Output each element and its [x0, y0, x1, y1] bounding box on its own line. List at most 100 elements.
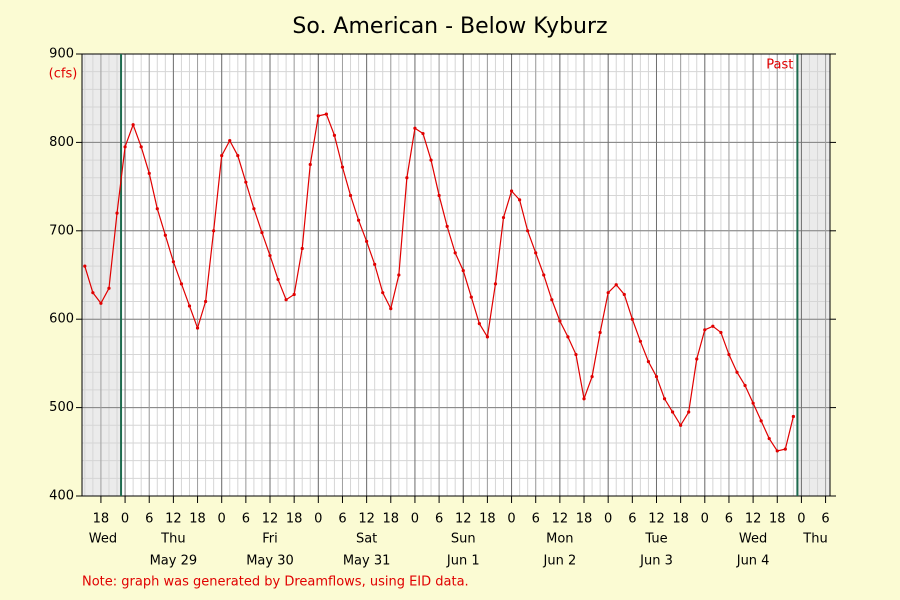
data-point: [171, 260, 175, 264]
data-point: [107, 286, 111, 290]
data-point: [662, 397, 667, 401]
data-point: [429, 158, 433, 162]
data-point: [83, 264, 87, 268]
day-label: Tue: [644, 532, 667, 547]
data-point: [687, 410, 691, 414]
data-point: [670, 410, 675, 414]
data-point: [485, 335, 490, 339]
date-label: Jun 2: [543, 554, 577, 569]
data-point: [131, 123, 135, 127]
y-tick-label: 500: [49, 400, 74, 415]
data-point: [163, 233, 167, 237]
date-label: May 30: [246, 554, 294, 569]
data-point: [340, 165, 345, 169]
data-point: [453, 251, 457, 255]
date-label: Jun 3: [639, 554, 673, 569]
data-point: [365, 239, 369, 244]
x-tick-label: 0: [314, 512, 322, 527]
data-point: [413, 126, 417, 130]
data-point: [735, 370, 739, 374]
data-point: [767, 436, 771, 441]
data-point: [646, 360, 651, 364]
x-tick-label: 0: [218, 512, 226, 527]
data-point: [727, 352, 731, 357]
y-tick-label: 800: [49, 135, 74, 150]
data-point: [775, 449, 779, 453]
x-tick-label: 6: [242, 512, 250, 527]
data-point: [212, 229, 216, 233]
data-point: [179, 282, 184, 286]
data-point: [622, 292, 626, 297]
day-label: Wed: [89, 532, 117, 547]
day-label: Mon: [546, 532, 573, 547]
x-tick-label: 18: [189, 512, 206, 527]
data-point: [99, 301, 103, 305]
shade-right: [797, 54, 830, 496]
x-tick-label: 0: [797, 512, 805, 527]
day-label: Sat: [356, 532, 377, 547]
x-tick-label: 18: [769, 512, 786, 527]
date-label: Jun 4: [736, 554, 770, 569]
day-label: Thu: [802, 532, 827, 547]
data-point: [300, 246, 304, 251]
data-point: [284, 298, 288, 302]
data-point: [139, 145, 143, 149]
data-point: [356, 218, 361, 222]
x-tick-label: 0: [507, 512, 515, 527]
data-point: [574, 352, 578, 357]
x-tick-label: 0: [121, 512, 129, 527]
data-point: [268, 253, 272, 258]
x-tick-label: 18: [286, 512, 303, 527]
data-point: [332, 133, 337, 137]
data-point: [421, 131, 425, 136]
data-point: [220, 154, 224, 158]
x-tick-label: 12: [165, 512, 182, 527]
day-label: Fri: [262, 532, 278, 547]
x-tick-label: 12: [648, 512, 665, 527]
x-tick-label: 6: [821, 512, 829, 527]
y-tick-label: 400: [49, 489, 74, 504]
marker-label: Past: [766, 58, 793, 73]
data-point: [509, 189, 514, 193]
data-point: [711, 324, 715, 328]
x-tick-label: 12: [262, 512, 279, 527]
data-point: [582, 397, 586, 401]
data-point: [348, 193, 353, 198]
data-point: [469, 295, 473, 299]
data-point: [783, 447, 787, 451]
data-point: [195, 326, 200, 330]
chart-title: So. American - Below Kyburz: [292, 14, 607, 39]
data-point: [703, 328, 707, 332]
data-point: [445, 224, 449, 228]
x-tick-label: 18: [383, 512, 400, 527]
day-label: Sun: [451, 532, 476, 547]
x-tick-label: 12: [358, 512, 375, 527]
y-tick-label: 900: [49, 47, 74, 62]
date-label: May 31: [343, 554, 391, 569]
day-label: Thu: [160, 532, 185, 547]
data-point: [252, 207, 256, 211]
data-point: [558, 319, 562, 323]
note: Note: graph was generated by Dreamflows,…: [82, 575, 469, 590]
data-point: [630, 317, 634, 321]
data-point: [147, 171, 151, 175]
x-tick-label: 6: [435, 512, 443, 527]
y-tick-label: 700: [49, 223, 74, 238]
data-point: [187, 304, 192, 308]
data-point: [534, 251, 538, 255]
x-tick-label: 0: [604, 512, 612, 527]
date-label: Jun 1: [446, 554, 480, 569]
x-tick-label: 18: [479, 512, 496, 527]
data-point: [518, 198, 522, 202]
x-tick-label: 0: [701, 512, 709, 527]
y-tick-label: 600: [49, 312, 74, 327]
data-point: [324, 112, 328, 116]
data-point: [115, 211, 119, 215]
data-point: [719, 330, 723, 335]
data-point: [276, 277, 280, 282]
x-tick-label: 18: [672, 512, 689, 527]
data-point: [437, 193, 441, 198]
day-label: Wed: [739, 532, 767, 547]
data-point: [493, 282, 498, 286]
data-point: [203, 299, 208, 304]
